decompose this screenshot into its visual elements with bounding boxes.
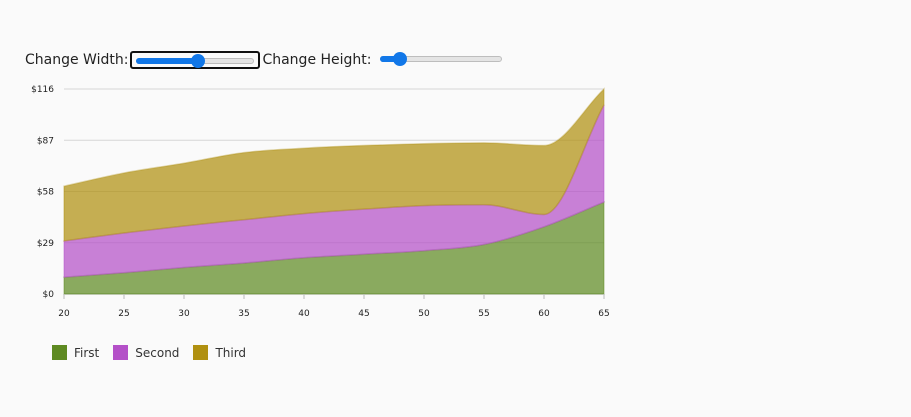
x-tick-label: 45 <box>358 309 369 319</box>
x-tick-label: 40 <box>298 309 310 319</box>
y-tick-label: $0 <box>43 290 55 300</box>
legend-swatch-third <box>193 345 209 360</box>
x-tick-label: 25 <box>118 309 129 319</box>
legend-item-first[interactable]: First <box>52 345 99 360</box>
width-slider-thumb[interactable] <box>190 54 205 68</box>
stacked-area-chart: $0 $29 $58 $87 $116 20 25 30 35 40 45 50 55 60 65 <box>31 85 610 319</box>
change-height-label: Change Height: <box>262 52 372 68</box>
y-tick-label: $58 <box>37 188 54 198</box>
x-tick-label: 35 <box>238 309 249 319</box>
legend-swatch-first <box>52 345 67 360</box>
x-tick-label: 65 <box>598 309 609 319</box>
legend-label-second: Second <box>135 345 180 360</box>
change-width-slider[interactable] <box>130 51 261 69</box>
area-third[interactable] <box>63 87 605 242</box>
y-tick-label: $29 <box>37 239 54 249</box>
legend-item-second[interactable]: Second <box>113 345 179 360</box>
x-tick-label: 55 <box>478 309 489 319</box>
legend-item-third[interactable]: Third <box>193 345 246 360</box>
y-tick-label: $116 <box>31 85 54 95</box>
chart-controls: Change Width: Change Height: <box>25 50 506 70</box>
x-tick-label: 30 <box>178 309 190 319</box>
x-tick-label: 60 <box>538 309 550 319</box>
change-height-slider[interactable] <box>376 51 506 69</box>
height-slider-thumb[interactable] <box>393 52 408 66</box>
legend-label-first: First <box>74 345 100 360</box>
legend-swatch-second <box>113 345 129 360</box>
legend-label-third: Third <box>215 345 247 360</box>
area-series <box>63 87 605 295</box>
change-width-label: Change Width: <box>25 52 129 68</box>
width-slider-fill <box>136 58 198 64</box>
x-tick-label: 50 <box>418 309 430 319</box>
legend: First Second Third <box>52 345 260 360</box>
axes: $0 $29 $58 $87 $116 20 25 30 35 40 45 50 55 60 65 <box>31 85 610 319</box>
y-tick-label: $87 <box>37 136 54 146</box>
x-tick-label: 20 <box>58 309 70 319</box>
height-slider-fill <box>379 56 401 62</box>
